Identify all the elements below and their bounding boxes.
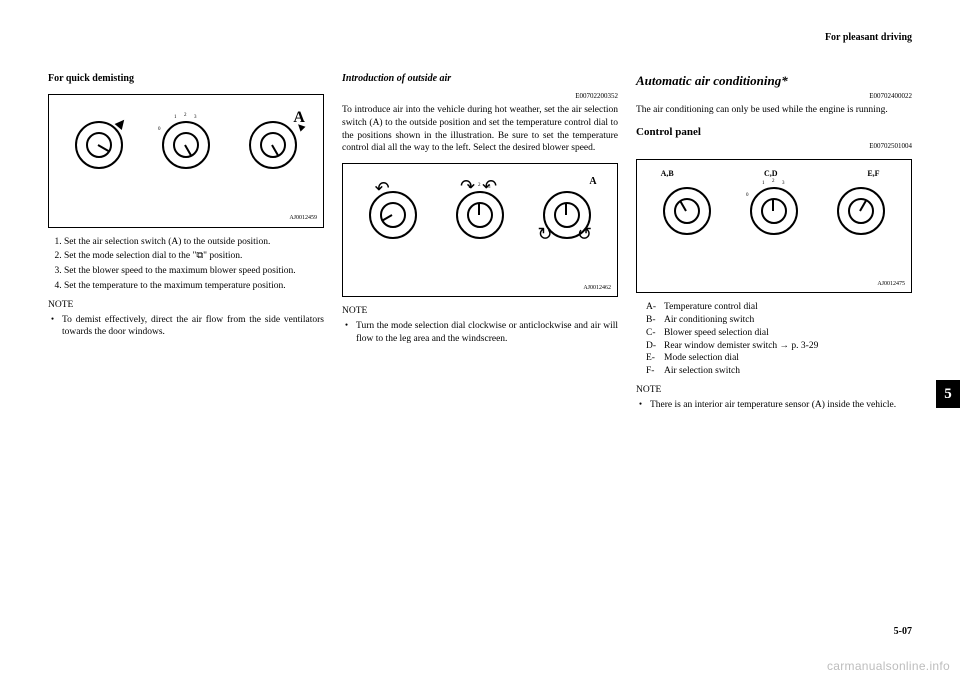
- callout-a: A: [589, 175, 596, 189]
- column-3: Automatic air conditioning* E00702400022…: [636, 72, 912, 414]
- note-label: NOTE: [48, 299, 324, 312]
- curve-arrow-icon: ↷: [460, 177, 475, 195]
- label-ab: A,B: [661, 169, 674, 180]
- heading-automatic-ac: Automatic air conditioning*: [636, 72, 912, 90]
- chapter-tab: 5: [936, 380, 960, 408]
- legend-d: D-Rear window demister switch → p. 3-29: [646, 340, 912, 353]
- running-header: For pleasant driving: [825, 32, 912, 43]
- label-cd: C,D: [764, 169, 778, 180]
- dial-ef: E,F: [837, 187, 885, 235]
- figure-2: ↶ 1 2 3 ↷ ↷ A ↻: [342, 163, 618, 297]
- column-1: For quick demisting ▲ 1 2 3 0: [48, 72, 324, 414]
- legend-c: C-Blower speed selection dial: [646, 327, 912, 340]
- step-3: Set the blower speed to the maximum blow…: [64, 265, 324, 278]
- figure-1-code: AJ0012459: [55, 214, 317, 222]
- figure-3-code: AJ0012475: [643, 280, 905, 288]
- figure-3-dials: A,B C,D 1 2 3 0 E,F: [643, 168, 905, 253]
- curve-arrow-icon: ↷: [482, 177, 497, 195]
- control-code: E00702501004: [636, 142, 912, 151]
- note-label: NOTE: [636, 384, 912, 397]
- legend-e: E-Mode selection dial: [646, 352, 912, 365]
- step-2: Set the mode selection dial to the "⧉" p…: [64, 250, 324, 263]
- dial-cd: C,D 1 2 3 0: [750, 187, 798, 235]
- auto-code: E00702400022: [636, 92, 912, 101]
- dial-mode: A ↻ ↻: [543, 191, 591, 239]
- label-ef: E,F: [867, 169, 879, 180]
- note-3: There is an interior air temperature sen…: [650, 399, 912, 412]
- figure-1-dials: ▲ 1 2 3 0 A ▼: [55, 103, 317, 188]
- step-1: Set the air selection switch (A) to the …: [64, 236, 324, 249]
- demist-steps: Set the air selection switch (A) to the …: [48, 236, 324, 293]
- curve-arrow-icon: ↻: [537, 225, 552, 243]
- page: For pleasant driving For quick demisting…: [0, 0, 960, 679]
- note-2-list: Turn the mode selection dial clockwise o…: [342, 320, 618, 346]
- note-1-list: To demist effectively, direct the air fl…: [48, 314, 324, 340]
- figure-3: A,B C,D 1 2 3 0 E,F: [636, 159, 912, 293]
- note-label: NOTE: [342, 305, 618, 318]
- auto-body: The air conditioning can only be used wh…: [636, 104, 912, 117]
- dial-blower: 1 2 3 0: [162, 121, 210, 169]
- figure-2-code: AJ0012462: [349, 284, 611, 292]
- intro-code: E00702200352: [342, 92, 618, 101]
- figure-1: ▲ 1 2 3 0 A ▼: [48, 94, 324, 228]
- heading-quick-demisting: For quick demisting: [48, 72, 324, 86]
- legend: A-Temperature control dial B-Air conditi…: [636, 301, 912, 378]
- dial-temperature: ▲: [75, 121, 123, 169]
- note-1: To demist effectively, direct the air fl…: [62, 314, 324, 340]
- legend-f: F-Air selection switch: [646, 365, 912, 378]
- step-4: Set the temperature to the maximum tempe…: [64, 280, 324, 293]
- heading-outside-air: Introduction of outside air: [342, 72, 618, 86]
- watermark: carmanualsonline.info: [827, 659, 950, 673]
- columns: For quick demisting ▲ 1 2 3 0: [48, 72, 912, 414]
- legend-a: A-Temperature control dial: [646, 301, 912, 314]
- note-2: Turn the mode selection dial clockwise o…: [356, 320, 618, 346]
- dial-temperature: ↶: [369, 191, 417, 239]
- heading-control-panel: Control panel: [636, 125, 912, 140]
- curve-arrow-icon: ↶: [375, 179, 390, 197]
- intro-body: To introduce air into the vehicle during…: [342, 104, 618, 155]
- page-number: 5-07: [894, 626, 912, 637]
- column-2: Introduction of outside air E00702200352…: [342, 72, 618, 414]
- figure-2-dials: ↶ 1 2 3 ↷ ↷ A ↻: [349, 172, 611, 257]
- dial-ab: A,B: [663, 187, 711, 235]
- curve-arrow-icon: ↻: [577, 225, 592, 243]
- dial-mode: A ▼: [249, 121, 297, 169]
- note-3-list: There is an interior air temperature sen…: [636, 399, 912, 412]
- dial-blower: 1 2 3 ↷ ↷: [456, 191, 504, 239]
- legend-b: B-Air conditioning switch: [646, 314, 912, 327]
